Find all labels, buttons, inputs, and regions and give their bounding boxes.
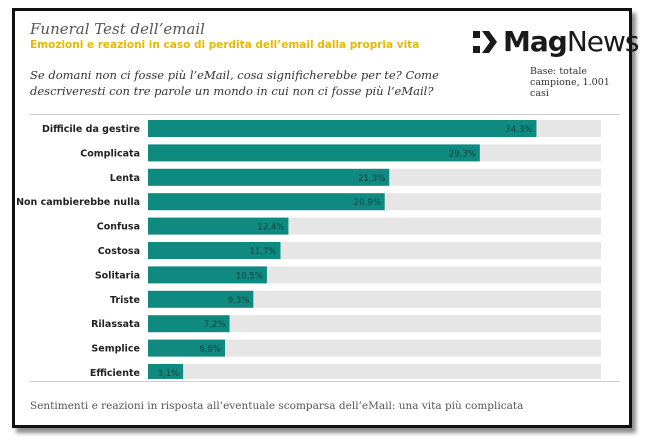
base-note-line: campione, 1.001 (530, 77, 610, 88)
bar (148, 364, 184, 379)
bar (148, 290, 254, 308)
base-note: Base: totale campione, 1.001 casi (530, 66, 620, 99)
chart-subtitle: Emozioni e reazioni in caso di perdita d… (30, 39, 420, 51)
category-label: Lenta (110, 173, 140, 184)
bar (148, 120, 537, 137)
value-label: 12,4% (257, 223, 284, 233)
category-label: Costosa (98, 246, 140, 257)
logo-chevron-icon (473, 31, 497, 53)
category-label: Solitaria (95, 270, 140, 281)
value-label: 34,3% (505, 125, 532, 135)
category-label: Confusa (97, 222, 140, 233)
logo-text-bold: Mag (503, 25, 568, 58)
category-label: Triste (110, 295, 140, 306)
logo-text: MagNews (503, 25, 640, 58)
magnews-logo: MagNews (473, 25, 640, 59)
bar-track (148, 315, 601, 333)
value-label: 7,2% (204, 320, 226, 330)
value-label: 11,7% (249, 247, 276, 257)
chart-card: Funeral Test dell’email Emozioni e reazi… (12, 8, 639, 428)
category-label: Non cambierebbe nulla (16, 197, 140, 208)
value-label: 6,8% (199, 345, 221, 355)
bar (148, 266, 267, 284)
bar-track (148, 339, 601, 357)
category-label: Rilassata (91, 319, 140, 330)
value-label: 10,5% (236, 271, 263, 281)
divider-bottom (30, 381, 620, 382)
value-label: 20,9% (354, 198, 381, 208)
bar (148, 339, 226, 357)
base-note-line: casi (530, 88, 549, 99)
survey-question: Se domani non ci fosse più l’eMail, cosa… (30, 68, 439, 98)
category-label: Semplice (91, 344, 140, 355)
bar (148, 168, 390, 186)
bar (148, 144, 480, 162)
chart-footer: Sentimenti e reazioni in risposta all’ev… (30, 400, 524, 412)
logo-text-light: News (566, 25, 640, 58)
value-label: 21,3% (358, 174, 385, 184)
divider-top (30, 114, 620, 115)
bar (148, 315, 230, 333)
value-label: 3,1% (157, 369, 179, 379)
bar (148, 242, 281, 259)
bar-chart: Difficile da gestire 34,3% Complicata 29,3%… (16, 120, 601, 379)
category-label: Difficile da gestire (42, 124, 140, 135)
bar-track (148, 290, 601, 308)
bar-track (148, 364, 601, 379)
category-label: Complicata (80, 148, 140, 159)
bar (148, 193, 385, 211)
chart-title: Funeral Test dell’email (30, 20, 205, 38)
value-label: 9,3% (228, 296, 250, 306)
base-note-line: Base: totale (530, 66, 588, 77)
value-label: 29,3% (449, 149, 476, 159)
category-label: Efficiente (90, 368, 140, 379)
bar (148, 217, 289, 235)
